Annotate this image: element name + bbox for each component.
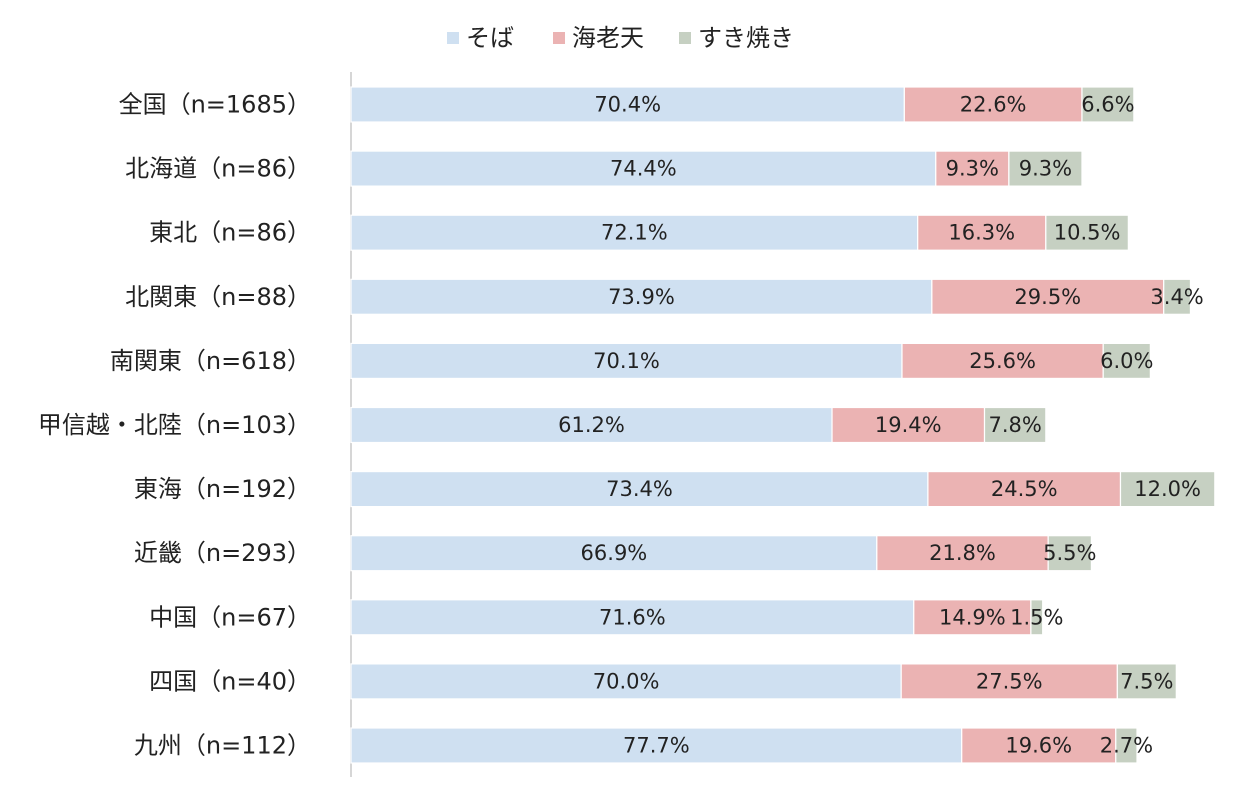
- data-label: 29.5%: [1014, 285, 1081, 309]
- bar-segment-series-1: [350, 471, 929, 508]
- bar-segment-series-1: [350, 342, 903, 379]
- data-label: 73.9%: [608, 285, 675, 309]
- data-label: 74.4%: [610, 157, 677, 181]
- category-label: 九州（n=112）: [134, 732, 311, 760]
- bar-segment-series-2: [961, 727, 1117, 764]
- data-label: 70.4%: [594, 93, 661, 117]
- category-label: 東北（n=86）: [149, 219, 311, 247]
- bar-segment-series-2: [831, 406, 986, 444]
- data-label: 25.6%: [969, 349, 1036, 373]
- data-label: 10.5%: [1054, 221, 1121, 245]
- bar-segment-series-1: [350, 278, 933, 315]
- data-label: 22.6%: [960, 93, 1027, 117]
- bars: 全国（n=1685） 70.4% 22.6% 6.6% 北海道（n=86） 74.4% 9.…: [38, 86, 1216, 764]
- bar-segment-series-3: [1030, 599, 1044, 636]
- data-label: 6.0%: [1100, 349, 1153, 373]
- data-label: 1.5%: [1010, 605, 1063, 629]
- data-label: 9.3%: [1019, 157, 1072, 181]
- data-label: 2.7%: [1100, 734, 1153, 758]
- data-label: 3.4%: [1150, 285, 1203, 309]
- data-label: 12.0%: [1134, 477, 1201, 501]
- bar-segment-series-3: [1163, 278, 1192, 315]
- legend-swatch: [679, 32, 691, 44]
- legend: そば 海老天 すき焼き: [447, 24, 794, 52]
- data-label: 7.8%: [988, 413, 1041, 437]
- bar-segment-series-3: [1008, 150, 1083, 187]
- data-label: 5.5%: [1043, 541, 1096, 565]
- data-label: 71.6%: [599, 605, 666, 629]
- bar-segment-series-3: [1081, 86, 1135, 123]
- bar-segment-series-2: [876, 535, 1049, 572]
- category-label: 甲信越・北陸（n=103）: [38, 411, 311, 439]
- data-label: 66.9%: [581, 541, 648, 565]
- data-label: 70.0%: [593, 669, 660, 693]
- data-label: 19.4%: [875, 413, 942, 437]
- data-label: 27.5%: [976, 669, 1043, 693]
- category-label: 東海（n=192）: [134, 475, 311, 503]
- legend-label: すき焼き: [698, 24, 794, 52]
- data-label: 6.6%: [1081, 93, 1134, 117]
- bar-segment-series-3: [1047, 535, 1093, 572]
- bar-segment-series-2: [903, 86, 1083, 123]
- data-label: 77.7%: [623, 734, 690, 758]
- category-label: 全国（n=1685）: [119, 91, 311, 119]
- category-label: 南関東（n=618）: [110, 347, 311, 375]
- category-label: 近畿（n=293）: [134, 539, 311, 567]
- data-label: 21.8%: [929, 541, 996, 565]
- bar-segment-series-1: [350, 663, 902, 700]
- data-label: 24.5%: [991, 477, 1058, 501]
- legend-swatch: [447, 32, 459, 44]
- data-label: 14.9%: [939, 605, 1006, 629]
- bar-segment-series-3: [983, 406, 1047, 444]
- data-label: 72.1%: [601, 221, 668, 245]
- data-label: 70.1%: [593, 349, 660, 373]
- bar-segment-series-3: [1119, 471, 1216, 508]
- data-label: 16.3%: [948, 221, 1015, 245]
- bar-segment-series-1: [350, 727, 963, 764]
- legend-swatch: [553, 32, 565, 44]
- legend-label: そば: [466, 24, 514, 52]
- category-label: 北海道（n=86）: [125, 155, 311, 183]
- category-label: 北関東（n=88）: [125, 283, 311, 311]
- category-label: 中国（n=67）: [149, 603, 311, 631]
- data-label: 73.4%: [606, 477, 673, 501]
- bar-segment-series-2: [927, 471, 1122, 508]
- bar-segment-series-2: [913, 599, 1032, 636]
- data-label: 61.2%: [558, 413, 625, 437]
- data-label: 7.5%: [1120, 669, 1173, 693]
- bar-segment-series-3: [1102, 342, 1151, 379]
- bar-segment-series-3: [1115, 727, 1138, 764]
- data-label: 9.3%: [946, 157, 999, 181]
- bar-segment-series-1: [350, 406, 833, 444]
- bar-segment-series-2: [901, 342, 1104, 379]
- bar-segment-series-2: [931, 278, 1165, 315]
- data-label: 19.6%: [1005, 734, 1072, 758]
- bar-segment-series-3: [1116, 663, 1177, 700]
- legend-label: 海老天: [572, 24, 644, 52]
- category-label: 四国（n=40）: [149, 667, 311, 695]
- bar-segment-series-3: [1045, 214, 1129, 251]
